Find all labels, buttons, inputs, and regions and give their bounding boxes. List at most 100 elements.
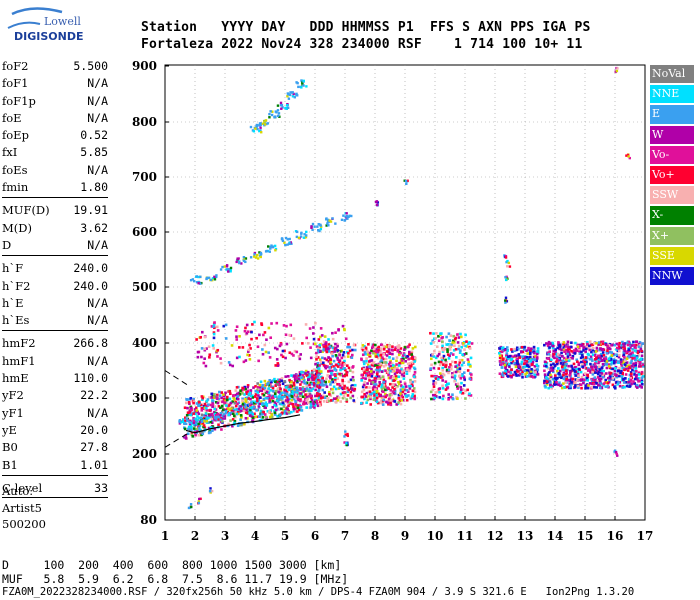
- echo-point: [196, 415, 199, 418]
- echo-point: [216, 348, 220, 352]
- echo-point: [184, 401, 188, 405]
- echo-point: [229, 419, 232, 422]
- echo-point: [279, 343, 283, 346]
- echo-point: [374, 383, 378, 386]
- echo-point: [585, 360, 588, 364]
- echo-point: [605, 366, 609, 370]
- echo-point: [530, 347, 533, 351]
- echo-point: [300, 387, 303, 391]
- echo-point: [393, 389, 397, 393]
- trace-point: [290, 242, 293, 245]
- echo-point: [413, 397, 417, 401]
- echo-point: [334, 346, 338, 350]
- echo-point: [505, 369, 509, 372]
- echo-point: [379, 399, 383, 403]
- echo-point: [596, 376, 600, 379]
- echo-point: [344, 368, 347, 372]
- echo-point: [246, 330, 250, 334]
- echo-point: [409, 378, 412, 382]
- echo-point: [249, 389, 253, 392]
- echo-point: [586, 352, 590, 356]
- trace-point: [293, 96, 296, 99]
- echo-point: [348, 349, 352, 353]
- echo-point: [464, 333, 467, 337]
- echo-point: [290, 352, 294, 356]
- echo-point: [523, 362, 526, 365]
- echo-point: [205, 406, 208, 410]
- x-tick-label: 3: [221, 529, 229, 543]
- echo-point: [274, 408, 278, 412]
- echo-point: [466, 369, 470, 372]
- echo-point: [604, 343, 608, 347]
- echo-point: [331, 387, 334, 391]
- echo-point: [262, 333, 265, 337]
- echo-point: [231, 364, 235, 368]
- echo-point: [255, 336, 258, 340]
- echo-point: [338, 353, 342, 357]
- echo-point: [630, 372, 633, 376]
- echo-point: [397, 364, 401, 367]
- echo-point: [577, 367, 581, 371]
- echo-point: [369, 403, 373, 406]
- echo-point: [600, 366, 604, 369]
- echo-point: [192, 400, 196, 403]
- echo-point: [302, 378, 306, 382]
- echo-point: [625, 384, 629, 388]
- echo-point: [279, 413, 282, 416]
- echo-point: [282, 324, 286, 327]
- echo-point: [517, 365, 521, 368]
- echo-point: [605, 360, 609, 363]
- trace-point: [219, 418, 222, 421]
- echo-point: [469, 394, 473, 397]
- echo-point: [601, 362, 605, 366]
- echo-point: [629, 377, 633, 380]
- echo-point: [346, 390, 350, 393]
- echo-point: [250, 337, 253, 341]
- echo-point: [557, 353, 560, 356]
- echo-point: [641, 365, 645, 368]
- trace-point: [229, 270, 232, 273]
- trace-point: [225, 265, 229, 268]
- trace-point: [235, 412, 239, 416]
- echo-point: [628, 353, 631, 357]
- echo-point: [332, 359, 336, 363]
- echo-point: [188, 411, 192, 414]
- echo-point: [366, 368, 369, 371]
- trace-point: [259, 252, 263, 256]
- echo-point: [529, 370, 533, 373]
- echo-point: [292, 337, 296, 340]
- echo-point: [619, 358, 623, 361]
- echo-point: [294, 399, 297, 403]
- echo-point: [331, 369, 334, 373]
- echo-point: [203, 347, 207, 351]
- echo-point: [206, 398, 210, 401]
- param-name: D: [2, 237, 12, 252]
- echo-point: [313, 377, 316, 380]
- echo-point: [607, 363, 611, 366]
- echo-point: [288, 397, 291, 400]
- echo-point: [570, 382, 573, 386]
- echo-point: [278, 387, 282, 390]
- echo-point: [391, 376, 395, 379]
- echo-point: [558, 345, 562, 349]
- echo-point: [309, 377, 312, 380]
- isolated-echo: [507, 261, 511, 265]
- trace-point: [304, 235, 308, 239]
- echo-point: [525, 349, 528, 352]
- echo-point: [313, 374, 316, 377]
- echo-point: [325, 365, 329, 368]
- echo-point: [366, 398, 370, 402]
- echo-point: [504, 369, 507, 373]
- echo-point: [394, 385, 398, 389]
- echo-point: [363, 380, 366, 384]
- echo-point: [450, 375, 454, 379]
- echo-point: [498, 351, 501, 355]
- trace-point: [310, 226, 313, 229]
- echo-point: [273, 346, 277, 350]
- echo-point: [384, 357, 388, 361]
- echo-point: [581, 365, 585, 369]
- trace-point: [258, 251, 261, 254]
- echo-point: [221, 400, 224, 404]
- echo-point: [196, 410, 199, 414]
- echo-point: [314, 378, 317, 381]
